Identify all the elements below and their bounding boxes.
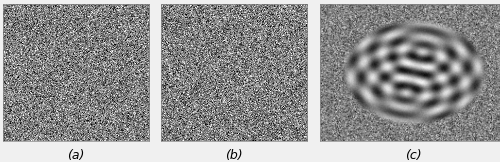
Text: (c): (c) — [406, 149, 422, 162]
Text: (a): (a) — [67, 149, 84, 162]
Text: (b): (b) — [225, 149, 243, 162]
